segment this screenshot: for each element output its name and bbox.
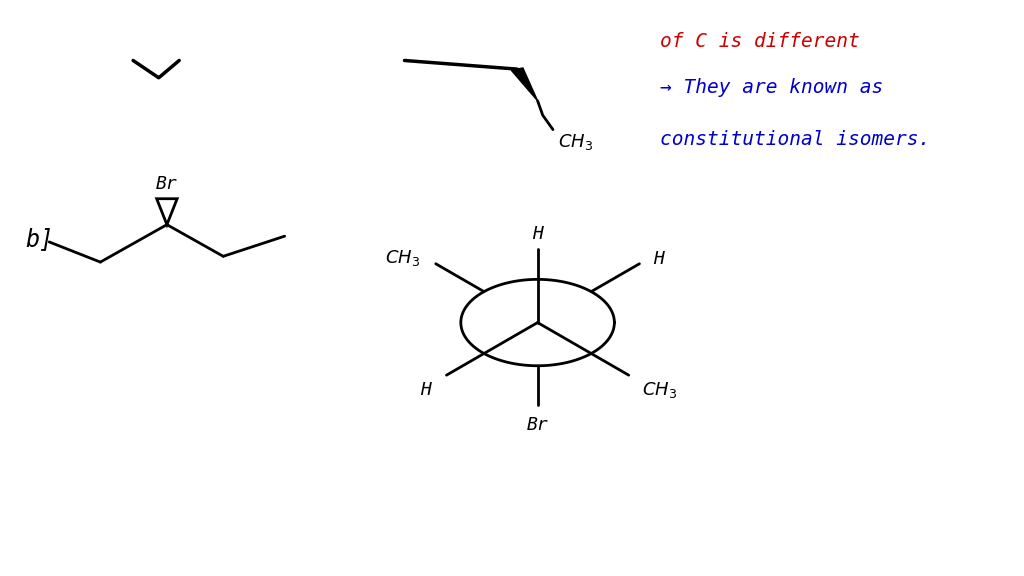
Text: $CH_3$: $CH_3$ [558, 132, 593, 153]
Text: constitutional isomers.: constitutional isomers. [660, 130, 931, 149]
Text: H: H [420, 381, 431, 399]
Text: $CH_3$: $CH_3$ [385, 248, 420, 268]
Polygon shape [511, 68, 538, 101]
Text: Br: Br [526, 416, 549, 434]
Text: → They are known as: → They are known as [660, 78, 884, 97]
Text: of C is different: of C is different [660, 32, 860, 51]
Text: H: H [652, 250, 664, 268]
Text: $CH_3$: $CH_3$ [642, 380, 677, 400]
Text: Br: Br [156, 175, 178, 193]
Text: b]: b] [26, 227, 54, 251]
Text: H: H [532, 225, 543, 242]
